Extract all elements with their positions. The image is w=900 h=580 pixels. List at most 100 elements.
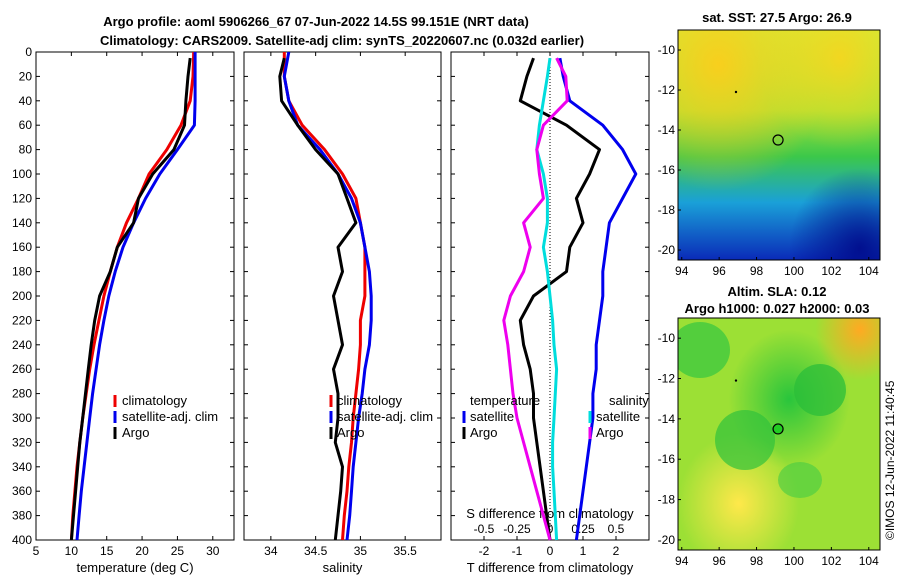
x-tick-label: 34 xyxy=(264,544,278,558)
top-tick-label: 0 xyxy=(547,522,554,536)
legend-satellite-label: satellite-adj. clim xyxy=(122,409,218,424)
map-y-tick-label: -14 xyxy=(658,123,676,137)
map-x-tick-label: 94 xyxy=(675,554,689,568)
map-x-tick-label: 96 xyxy=(712,264,726,278)
sla-map-subtitle: Argo h1000: 0.027 h2000: 0.03 xyxy=(685,301,870,316)
x-tick-label: 30 xyxy=(206,544,220,558)
map-y-tick-label: -10 xyxy=(658,43,676,57)
series-line-salinity-argo xyxy=(502,57,569,541)
sst-map-frame xyxy=(677,29,881,261)
sla-green-eddy-south xyxy=(778,462,822,498)
sla-map-field xyxy=(678,318,880,550)
y-tick-label: 320 xyxy=(12,435,32,449)
series-line-climatology xyxy=(69,51,196,541)
sst-map-panel: sat. SST: 27.5 Argo: 26.9 94 96 98 100 102 10… xyxy=(658,10,881,278)
legend-t-argo-label: Argo xyxy=(470,425,497,440)
sla-map-ticks: 94 96 98 100 102 104 -10 -12 -14 -16 -18 -20 xyxy=(658,331,879,568)
y-tick-label: 360 xyxy=(12,484,32,498)
map-x-tick-label: 100 xyxy=(784,264,804,278)
map-y-tick-label: -16 xyxy=(658,163,676,177)
x-tick-label: 15 xyxy=(100,544,114,558)
sla-map-frame xyxy=(677,317,881,551)
top-tick-label: -0.25 xyxy=(503,522,531,536)
map-y-tick-label: -10 xyxy=(658,331,676,345)
map-y-tick-label: -18 xyxy=(658,493,676,507)
map-y-tick-label: -18 xyxy=(658,203,676,217)
legend-climatology-label: climatology xyxy=(337,393,403,408)
argo-position-marker xyxy=(772,134,784,146)
salinity-legend: climatology satellite-adj. clim Argo xyxy=(329,393,433,440)
y-tick-label: 340 xyxy=(12,460,32,474)
x-tick-label: -1 xyxy=(512,544,523,558)
legend-argo-label: Argo xyxy=(337,425,364,440)
x-tick-label: 10 xyxy=(65,544,79,558)
legend-climatology-label: climatology xyxy=(122,393,188,408)
y-tick-label: 220 xyxy=(12,313,32,327)
y-tick-label: 280 xyxy=(12,387,32,401)
y-tick-label: 260 xyxy=(12,362,32,376)
x-tick-label: 20 xyxy=(135,544,149,558)
sla-green-eddy-center xyxy=(715,410,775,470)
legend-satellite-label: satellite-adj. clim xyxy=(337,409,433,424)
map-y-tick-label: -12 xyxy=(658,372,676,386)
argo-position-marker xyxy=(772,423,784,435)
legend-temperature-title: temperature xyxy=(470,393,540,408)
map-y-tick-label: -12 xyxy=(658,83,676,97)
y-tick-label: 0 xyxy=(25,45,32,59)
plot-frame xyxy=(35,51,235,541)
map-x-tick-label: 100 xyxy=(784,554,804,568)
x-tick-label: 5 xyxy=(33,544,40,558)
y-tick-label: 160 xyxy=(12,240,32,254)
legend-s-satellite-label: satellite xyxy=(596,409,640,424)
map-y-tick-label: -16 xyxy=(658,452,676,466)
sla-map-title: Altim. SLA: 0.12 xyxy=(728,284,827,299)
series-line-satellite-adj-clim xyxy=(75,52,197,541)
x-tick-label: 35.5 xyxy=(394,544,418,558)
figure-subtitle: Climatology: CARS2009. Satellite-adj cli… xyxy=(100,33,584,48)
y-tick-label: 240 xyxy=(12,338,32,352)
map-x-tick-label: 102 xyxy=(821,264,841,278)
y-tick-label: 140 xyxy=(12,216,32,230)
y-tick-label: 40 xyxy=(19,94,33,108)
figure-title: Argo profile: aoml 5906266_67 07-Jun-202… xyxy=(103,14,529,29)
x-tick-label: 34.5 xyxy=(304,544,328,558)
x-tick-label: -2 xyxy=(479,544,490,558)
sla-green-eddy-west xyxy=(678,322,730,378)
temperature-panel: 5 10 15 20 25 3002040608010012014016018020022… xyxy=(12,45,235,575)
map-x-tick-label: 98 xyxy=(750,554,764,568)
x-tick-label: 1 xyxy=(580,544,587,558)
x-axis-label: T difference from climatology xyxy=(467,560,634,575)
salinity-panel: 34 34.5 35 35.5 salinity xyxy=(243,51,442,575)
series-line-temperature-satellite xyxy=(558,57,638,541)
map-x-tick-label: 104 xyxy=(859,264,879,278)
map-y-tick-label: -20 xyxy=(658,533,676,547)
map-x-tick-label: 98 xyxy=(750,264,764,278)
reference-dot xyxy=(734,379,738,382)
series-line-climatology xyxy=(282,52,367,541)
map-x-tick-label: 96 xyxy=(712,554,726,568)
x-tick-label: 35 xyxy=(354,544,368,558)
y-tick-label: 380 xyxy=(12,509,32,523)
series-line-salinity-satellite xyxy=(535,57,559,541)
difference-legend: temperature satellite Argo salinity sate… xyxy=(462,393,649,440)
y-tick-label: 200 xyxy=(12,289,32,303)
legend-t-satellite-label: satellite xyxy=(470,409,514,424)
y-tick-label: 300 xyxy=(12,411,32,425)
legend-argo-label: Argo xyxy=(122,425,149,440)
y-tick-label: 180 xyxy=(12,265,32,279)
x-axis-label: temperature (deg C) xyxy=(76,560,193,575)
y-tick-label: 400 xyxy=(12,533,32,547)
map-x-tick-label: 94 xyxy=(675,264,689,278)
y-tick-label: 20 xyxy=(19,69,33,83)
series-line-temperature-argo xyxy=(518,57,601,541)
temperature-legend: climatology satellite-adj. clim Argo xyxy=(113,393,218,440)
series-line-argo xyxy=(69,57,192,541)
y-tick-label: 60 xyxy=(19,118,33,132)
x-tick-label: 0 xyxy=(547,544,554,558)
series-line-argo xyxy=(278,57,358,541)
top-tick-label: -0.5 xyxy=(474,522,495,536)
map-y-tick-label: -20 xyxy=(658,243,676,257)
sst-map-title: sat. SST: 27.5 Argo: 26.9 xyxy=(702,10,852,25)
x-tick-label: 25 xyxy=(171,544,185,558)
